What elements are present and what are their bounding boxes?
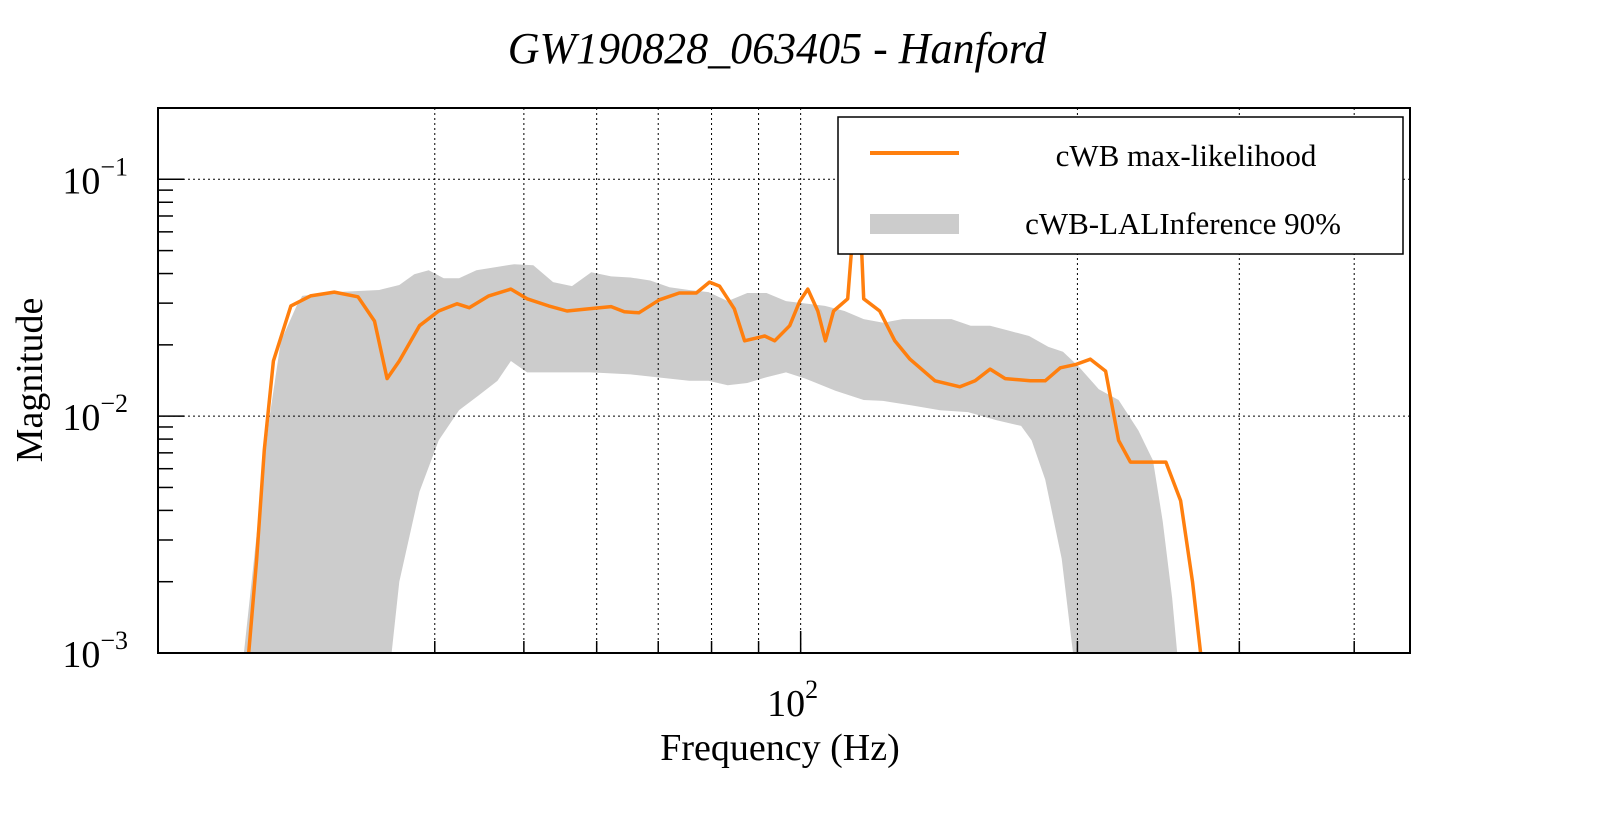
chart-title: GW190828_063405 - Hanford [508,24,1048,73]
legend-label-max-likelihood: cWB max-likelihood [1056,138,1317,173]
x-axis-label: Frequency (Hz) [660,727,900,769]
x-tick-label: 102 [767,675,818,725]
legend: cWB max-likelihood cWB-LALInference 90% [837,116,1404,255]
legend-band-swatch [870,214,959,234]
y-tick-label: 10−3 [62,626,128,676]
legend-label-band: cWB-LALInference 90% [1025,206,1341,241]
confidence-band [243,264,1178,653]
y-axis-label: Magnitude [9,298,51,463]
y-tick-label: 10−2 [62,389,128,439]
y-tick-label: 10−1 [62,152,128,202]
max-likelihood-line [246,158,1203,653]
plot-frame [157,107,1411,654]
